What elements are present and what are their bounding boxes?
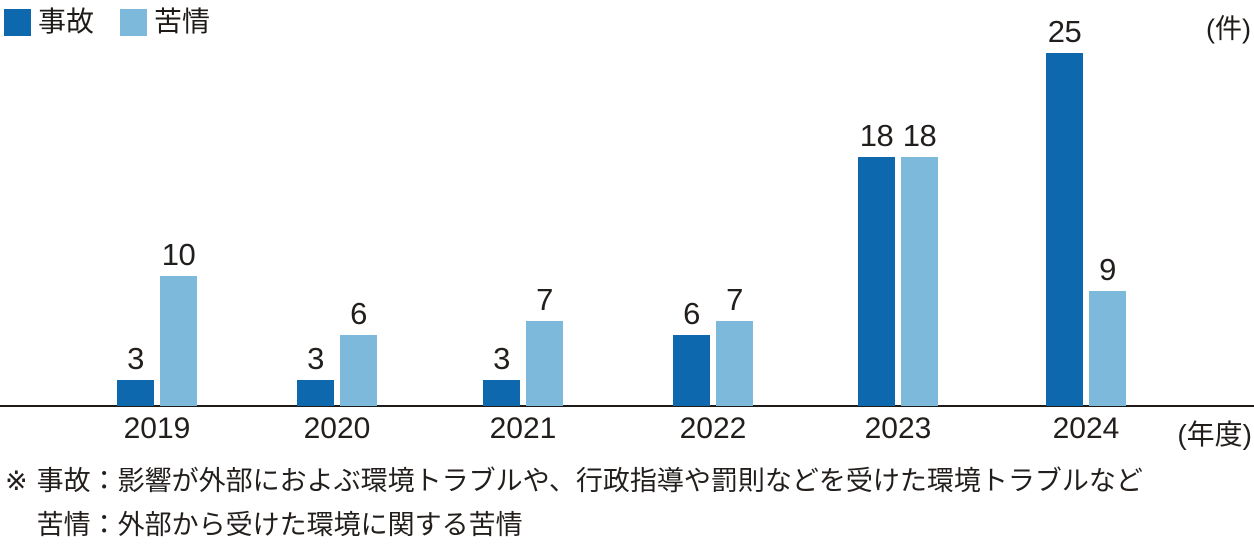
value-label-2024-series-1: 9 [1099, 252, 1116, 287]
bar-2023-series-1 [901, 157, 938, 406]
footnote-line-complaint: 苦情：外部から受けた環境に関する苦情 [36, 510, 523, 540]
footnote-marker: ※ [5, 466, 28, 496]
bar-2019-series-1 [160, 276, 197, 406]
legend: 事故 苦情 [4, 8, 210, 36]
legend-item-0: 事故 [4, 8, 94, 36]
x-tick-label-2019: 2019 [123, 412, 191, 445]
bar-2024-series-0 [1046, 53, 1083, 406]
x-tick-label-2022: 2022 [679, 412, 747, 445]
unit-label: (件) [1206, 14, 1251, 44]
bar-2024-series-1 [1089, 291, 1126, 406]
bar-2019-series-0 [117, 380, 154, 406]
value-label-2019-series-0: 3 [127, 341, 144, 376]
value-label-2022-series-0: 6 [683, 296, 700, 331]
legend-label: 苦情 [154, 6, 211, 37]
value-label-2023-series-1: 18 [902, 118, 937, 153]
x-tick-label-2023: 2023 [864, 412, 932, 445]
x-tick-label-2024: 2024 [1052, 412, 1120, 445]
x-axis-suffix-label: (年度) [1177, 419, 1252, 450]
value-label-2019-series-1: 10 [161, 237, 196, 272]
legend-swatch-icon [4, 8, 31, 36]
bar-2020-series-1 [340, 335, 377, 406]
value-label-2021-series-0: 3 [493, 341, 510, 376]
value-label-2020-series-1: 6 [350, 296, 367, 331]
footnote-line-accident: 事故：影響が外部におよぶ環境トラブルや、行政指導や罰則などを受けた環境トラブルな… [36, 466, 1143, 496]
value-label-2020-series-0: 3 [307, 341, 324, 376]
x-axis-line [0, 405, 1254, 407]
value-label-2022-series-1: 7 [726, 282, 743, 317]
x-tick-label-2020: 2020 [303, 412, 371, 445]
x-tick-label-2021: 2021 [489, 412, 557, 445]
legend-item-1: 苦情 [120, 8, 210, 36]
legend-swatch-icon [120, 8, 148, 36]
footnote: ※ 事故：影響が外部におよぶ環境トラブルや、行政指導や罰則などを受けた環境トラブ… [5, 459, 1143, 547]
bar-2020-series-0 [297, 380, 334, 406]
bar-2023-series-0 [858, 157, 895, 406]
bar-2022-series-0 [673, 335, 710, 406]
legend-label: 事故 [38, 6, 95, 37]
bar-2022-series-1 [716, 321, 753, 406]
footnote-lines: 事故：影響が外部におよぶ環境トラブルや、行政指導や罰則などを受けた環境トラブルな… [37, 459, 1143, 547]
value-label-2024-series-0: 25 [1047, 14, 1082, 49]
bar-2021-series-1 [526, 321, 563, 406]
bar-2021-series-0 [483, 380, 520, 406]
value-label-2021-series-1: 7 [536, 282, 553, 317]
value-label-2023-series-0: 18 [859, 118, 894, 153]
